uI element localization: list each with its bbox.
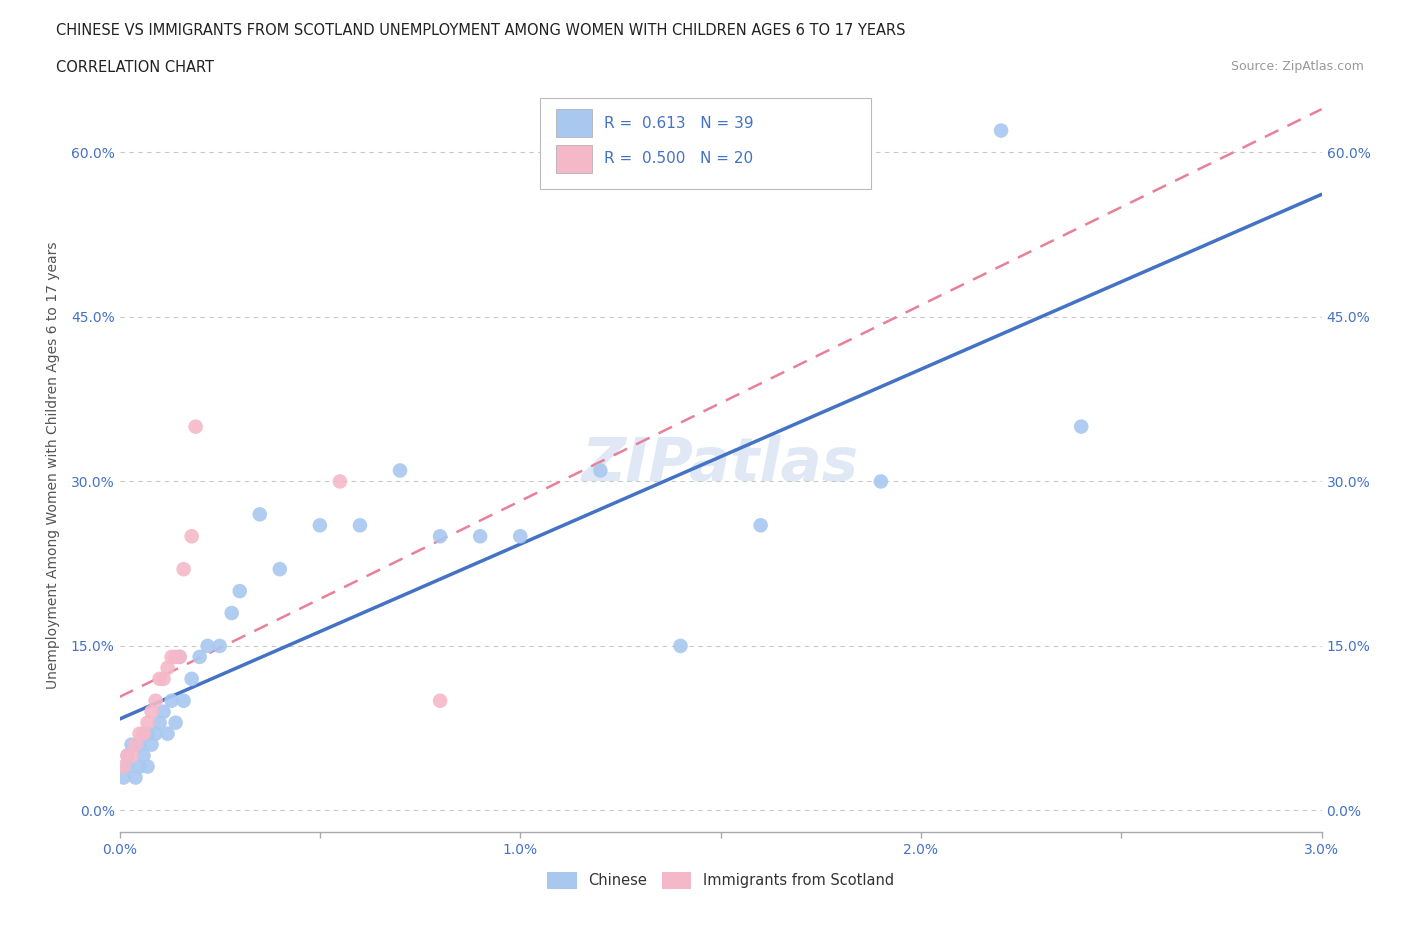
Point (429, 694, 451, 709)
Point (173, 562, 195, 577)
Text: CORRELATION CHART: CORRELATION CHART (56, 60, 214, 75)
Text: R =  0.613   N = 39: R = 0.613 N = 39 (605, 116, 754, 131)
Point (128, 759, 150, 774)
Point (329, 474, 352, 489)
Point (117, 759, 139, 774)
Text: ZIPatlas: ZIPatlas (582, 435, 859, 495)
Point (169, 649, 191, 664)
Point (169, 649, 191, 664)
Point (121, 737, 143, 752)
Point (152, 704, 174, 719)
Point (145, 694, 167, 709)
Point (165, 715, 187, 730)
Point (184, 419, 207, 434)
Point (121, 748, 143, 763)
Point (149, 671, 172, 686)
Point (509, 529, 531, 544)
Point (669, 639, 692, 654)
Point (112, 770, 135, 785)
Point (249, 507, 271, 522)
Point (124, 770, 146, 785)
Legend: Chinese, Immigrants from Scotland: Chinese, Immigrants from Scotland (541, 867, 900, 895)
Point (468, 529, 492, 544)
Point (197, 639, 219, 654)
Point (117, 748, 139, 763)
Point (149, 715, 172, 730)
Point (388, 463, 412, 478)
Point (136, 726, 159, 741)
Point (221, 605, 243, 620)
Text: R =  0.500   N = 20: R = 0.500 N = 20 (605, 152, 754, 166)
Point (160, 649, 183, 664)
Point (141, 704, 163, 719)
Point (136, 715, 159, 730)
Point (749, 518, 772, 533)
Point (180, 671, 202, 686)
Point (112, 759, 135, 774)
FancyBboxPatch shape (555, 110, 592, 138)
Point (136, 759, 159, 774)
Point (145, 726, 167, 741)
Point (117, 748, 139, 763)
FancyBboxPatch shape (540, 98, 870, 190)
Text: Source: ZipAtlas.com: Source: ZipAtlas.com (1230, 60, 1364, 73)
Point (152, 671, 174, 686)
Point (156, 726, 179, 741)
Point (589, 463, 612, 478)
Point (208, 639, 231, 654)
Point (128, 737, 150, 752)
Text: CHINESE VS IMMIGRANTS FROM SCOTLAND UNEMPLOYMENT AMONG WOMEN WITH CHILDREN AGES : CHINESE VS IMMIGRANTS FROM SCOTLAND UNEM… (56, 23, 905, 38)
Y-axis label: Unemployment Among Women with Children Ages 6 to 17 years: Unemployment Among Women with Children A… (45, 241, 59, 689)
FancyBboxPatch shape (555, 145, 592, 173)
Point (869, 474, 891, 489)
Point (156, 660, 179, 675)
Point (160, 694, 183, 709)
Point (180, 529, 202, 544)
Point (228, 584, 252, 599)
Point (349, 518, 371, 533)
Point (173, 694, 195, 709)
Point (132, 748, 155, 763)
Point (124, 737, 146, 752)
Point (141, 737, 163, 752)
Point (188, 649, 211, 664)
Point (128, 726, 150, 741)
Point (132, 726, 155, 741)
Point (165, 649, 187, 664)
Point (429, 529, 451, 544)
Point (309, 518, 332, 533)
Point (990, 123, 1012, 138)
Point (1070, 419, 1092, 434)
Point (269, 562, 291, 577)
